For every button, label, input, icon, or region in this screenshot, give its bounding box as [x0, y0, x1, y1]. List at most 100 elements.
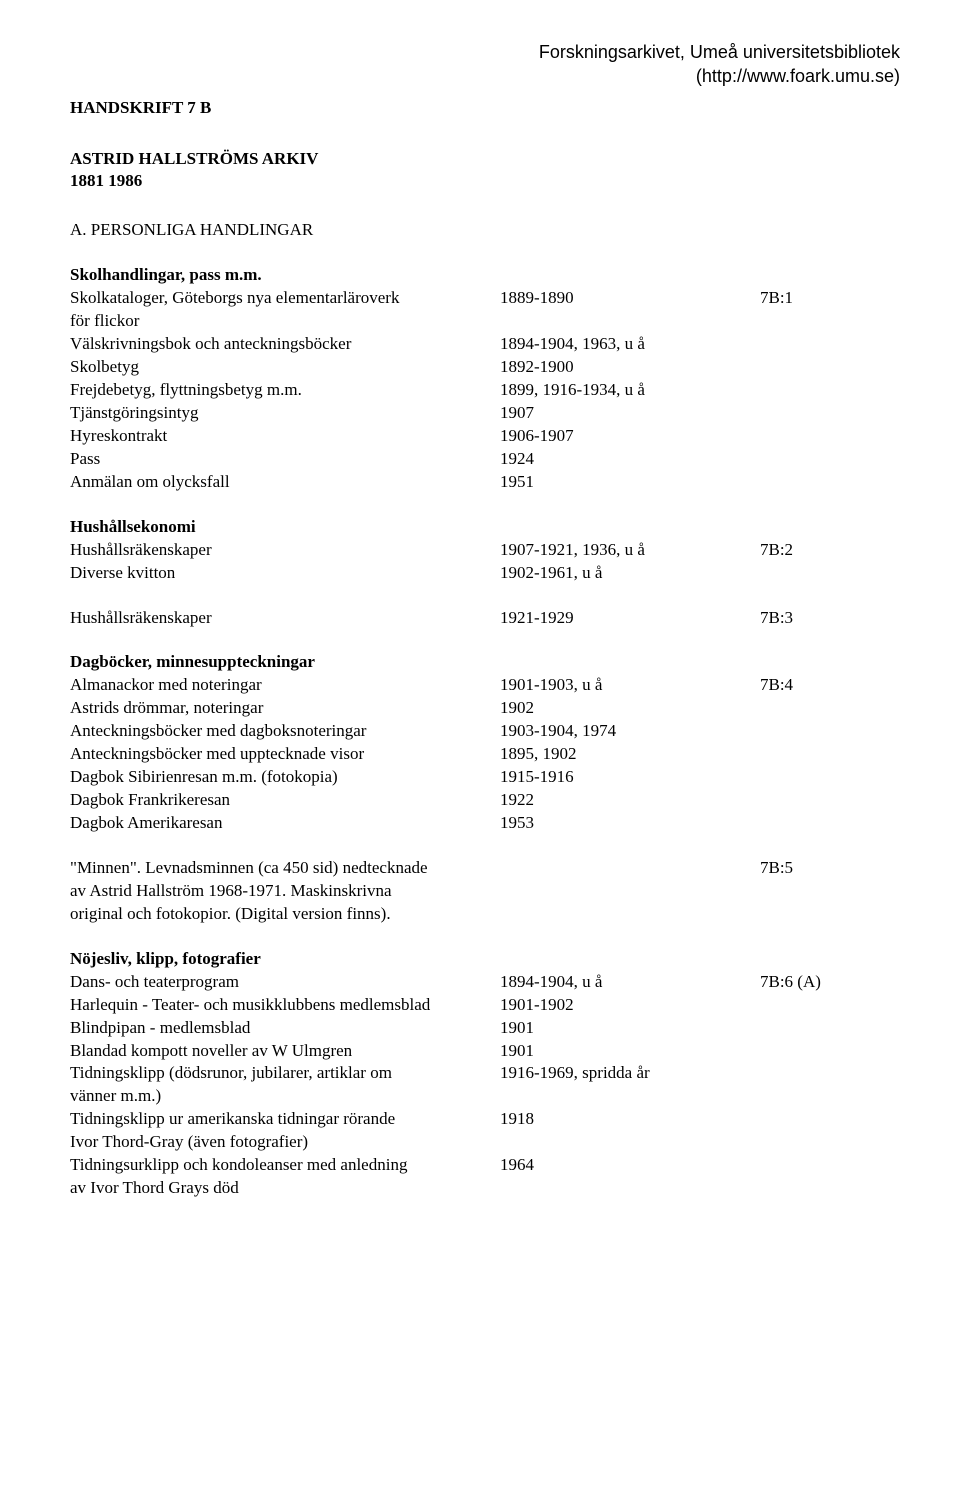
row-label: Blandad kompott noveller av W Ulmgren — [70, 1040, 500, 1063]
table-row: Dagbok Frankrikeresan1922 — [70, 789, 900, 812]
row-label: Astrids drömmar, noteringar — [70, 697, 500, 720]
row-label: Frejdebetyg, flyttningsbetyg m.m. — [70, 379, 500, 402]
table-row: "Minnen". Levnadsminnen (ca 450 sid) ned… — [70, 857, 900, 880]
table-row: Tidningsklipp ur amerikanska tidningar r… — [70, 1108, 900, 1131]
row-label: Diverse kvitton — [70, 562, 500, 585]
row-label: Dagbok Frankrikeresan — [70, 789, 500, 812]
row-date: 1899, 1916-1934, u å — [500, 379, 760, 402]
table-row: Tjänstgöringsintyg1907 — [70, 402, 900, 425]
row-date: 1907-1921, 1936, u å — [500, 539, 760, 562]
row-date: 1892-1900 — [500, 356, 760, 379]
institution-header: Forskningsarkivet, Umeå universitetsbibl… — [70, 40, 900, 89]
row-label: Blindpipan - medlemsblad — [70, 1017, 500, 1040]
row-label: Ivor Thord-Gray (även fotografier) — [70, 1131, 500, 1154]
table-row: vänner m.m.) — [70, 1085, 900, 1108]
row-date: 1916-1969, spridda år — [500, 1062, 760, 1085]
row-label: "Minnen". Levnadsminnen (ca 450 sid) ned… — [70, 857, 500, 880]
table-row: Hushållsräkenskaper1907-1921, 1936, u å7… — [70, 539, 900, 562]
table-row: Tidningsklipp (dödsrunor, jubilarer, art… — [70, 1062, 900, 1085]
row-label: Skolbetyg — [70, 356, 500, 379]
section-a-title: A. PERSONLIGA HANDLINGAR — [70, 219, 900, 242]
row-label: Tidningsurklipp och kondoleanser med anl… — [70, 1154, 500, 1177]
table-row: Anteckningsböcker med dagboksnoteringar1… — [70, 720, 900, 743]
row-date: 1903-1904, 1974 — [500, 720, 760, 743]
row-ref: 7B:5 — [760, 857, 880, 880]
subhead-nojesliv: Nöjesliv, klipp, fotografier — [70, 948, 900, 971]
table-row: Frejdebetyg, flyttningsbetyg m.m.1899, 1… — [70, 379, 900, 402]
table-row: Anmälan om olycksfall1951 — [70, 471, 900, 494]
table-row: Skolbetyg1892-1900 — [70, 356, 900, 379]
table-row: av Ivor Thord Grays död — [70, 1177, 900, 1200]
row-label: Skolkataloger, Göteborgs nya elementarlä… — [70, 287, 500, 310]
row-label: Tjänstgöringsintyg — [70, 402, 500, 425]
row-label: Almanackor med noteringar — [70, 674, 500, 697]
row-label: Hyreskontrakt — [70, 425, 500, 448]
table-row: Hushållsräkenskaper1921-19297B:3 — [70, 607, 900, 630]
subhead-skolhandlingar: Skolhandlingar, pass m.m. — [70, 264, 900, 287]
row-date: 1902 — [500, 697, 760, 720]
minnen-line3: original och fotokopior. (Digital versio… — [70, 903, 900, 926]
subhead-hushallsekonomi: Hushållsekonomi — [70, 516, 900, 539]
row-ref: 7B:2 — [760, 539, 880, 562]
table-row: Diverse kvitton1902-1961, u å — [70, 562, 900, 585]
rows-group-2b: Hushållsräkenskaper1921-19297B:3 — [70, 607, 900, 630]
row-label: Harlequin - Teater- och musikklubbens me… — [70, 994, 500, 1017]
row-label: Hushållsräkenskaper — [70, 539, 500, 562]
table-row: Blindpipan - medlemsblad1901 — [70, 1017, 900, 1040]
table-row: Anteckningsböcker med upptecknade visor1… — [70, 743, 900, 766]
table-row: för flickor — [70, 310, 900, 333]
table-row: Astrids drömmar, noteringar1902 — [70, 697, 900, 720]
row-date: 1889-1890 — [500, 287, 760, 310]
row-date: 1901-1903, u å — [500, 674, 760, 697]
row-label: Tidningsklipp (dödsrunor, jubilarer, art… — [70, 1062, 500, 1085]
row-date: 1924 — [500, 448, 760, 471]
row-label: Pass — [70, 448, 500, 471]
document-code: HANDSKRIFT 7 B — [70, 97, 900, 120]
row-date: 1915-1916 — [500, 766, 760, 789]
row-date: 1894-1904, 1963, u å — [500, 333, 760, 356]
table-row: Hyreskontrakt1906-1907 — [70, 425, 900, 448]
row-date: 1951 — [500, 471, 760, 494]
archive-title: ASTRID HALLSTRÖMS ARKIV — [70, 148, 900, 171]
row-date: 1921-1929 — [500, 607, 760, 630]
row-label: Dagbok Amerikaresan — [70, 812, 500, 835]
document-page: Forskningsarkivet, Umeå universitetsbibl… — [0, 0, 960, 1240]
table-row: Ivor Thord-Gray (även fotografier) — [70, 1131, 900, 1154]
institution-line1: Forskningsarkivet, Umeå universitetsbibl… — [539, 42, 900, 62]
row-label: Dagbok Sibirienresan m.m. (fotokopia) — [70, 766, 500, 789]
row-label: Hushållsräkenskaper — [70, 607, 500, 630]
row-date: 1895, 1902 — [500, 743, 760, 766]
table-row: Skolkataloger, Göteborgs nya elementarlä… — [70, 287, 900, 310]
row-date: 1907 — [500, 402, 760, 425]
row-label: Dans- och teaterprogram — [70, 971, 500, 994]
row-label: Anteckningsböcker med dagboksnoteringar — [70, 720, 500, 743]
row-date: 1953 — [500, 812, 760, 835]
rows-group-3: Almanackor med noteringar1901-1903, u å7… — [70, 674, 900, 835]
subhead-dagbocker: Dagböcker, minnesuppteckningar — [70, 651, 900, 674]
row-date: 1922 — [500, 789, 760, 812]
row-label: Anmälan om olycksfall — [70, 471, 500, 494]
row-label: av Ivor Thord Grays död — [70, 1177, 500, 1200]
table-row: Dagbok Sibirienresan m.m. (fotokopia)191… — [70, 766, 900, 789]
row-date: 1902-1961, u å — [500, 562, 760, 585]
rows-group-2: Hushållsräkenskaper1907-1921, 1936, u å7… — [70, 539, 900, 585]
row-label: vänner m.m.) — [70, 1085, 500, 1108]
row-ref: 7B:4 — [760, 674, 880, 697]
row-ref: 7B:3 — [760, 607, 880, 630]
row-date: 1894-1904, u å — [500, 971, 760, 994]
archive-years: 1881 1986 — [70, 170, 900, 193]
row-ref: 7B:1 — [760, 287, 880, 310]
row-date: 1901 — [500, 1017, 760, 1040]
table-row: Pass1924 — [70, 448, 900, 471]
table-row: Tidningsurklipp och kondoleanser med anl… — [70, 1154, 900, 1177]
row-date: 1901-1902 — [500, 994, 760, 1017]
table-row: Almanackor med noteringar1901-1903, u å7… — [70, 674, 900, 697]
rows-group-4: Dans- och teaterprogram1894-1904, u å7B:… — [70, 971, 900, 1200]
table-row: Välskrivningsbok och anteckningsböcker18… — [70, 333, 900, 356]
table-row: Harlequin - Teater- och musikklubbens me… — [70, 994, 900, 1017]
minnen-line2: av Astrid Hallström 1968-1971. Maskinskr… — [70, 880, 900, 903]
row-ref: 7B:6 (A) — [760, 971, 880, 994]
row-date: 1901 — [500, 1040, 760, 1063]
institution-line2: (http://www.foark.umu.se) — [70, 64, 900, 88]
minnen-block: "Minnen". Levnadsminnen (ca 450 sid) ned… — [70, 857, 900, 926]
